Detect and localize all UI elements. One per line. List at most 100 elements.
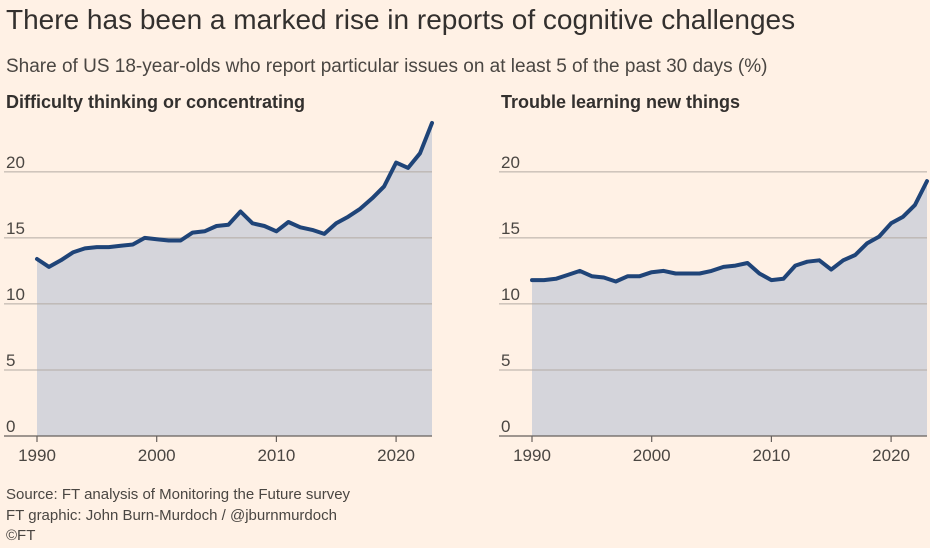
data-point-thinking-2005 <box>215 224 219 228</box>
y-tick-label-thinking-5: 5 <box>6 351 15 370</box>
chart-panel-learning: 0 5 10 15 20 1990 2000 2010 2020 <box>499 153 929 465</box>
data-point-thinking-2022 <box>418 151 422 155</box>
y-tick-label-learning-10: 10 <box>501 285 520 304</box>
data-point-learning-2010 <box>769 278 773 282</box>
data-point-learning-2022 <box>913 203 917 207</box>
data-point-learning-2007 <box>734 264 738 268</box>
data-point-thinking-2008 <box>251 221 255 225</box>
area-fill-learning <box>532 181 927 436</box>
y-tick-label-thinking-10: 10 <box>6 285 25 304</box>
data-point-learning-2023 <box>925 179 929 183</box>
data-point-thinking-2006 <box>227 223 231 227</box>
data-point-thinking-2000 <box>155 237 159 241</box>
data-point-learning-2011 <box>781 277 785 281</box>
data-point-learning-2009 <box>757 272 761 276</box>
data-point-thinking-2009 <box>262 224 266 228</box>
series-line-learning <box>530 179 929 284</box>
data-point-learning-2018 <box>865 241 869 245</box>
x-tick-label-learning-2010: 2010 <box>752 446 790 465</box>
data-point-thinking-2020 <box>394 161 398 165</box>
data-point-learning-1999 <box>638 274 642 278</box>
data-point-thinking-2012 <box>298 225 302 229</box>
data-point-thinking-1995 <box>95 245 99 249</box>
y-tick-label-learning-5: 5 <box>501 351 510 370</box>
data-point-thinking-2019 <box>382 184 386 188</box>
data-point-thinking-2018 <box>370 196 374 200</box>
data-point-learning-1994 <box>578 269 582 273</box>
data-point-thinking-2015 <box>334 221 338 225</box>
x-tick-label-learning-2020: 2020 <box>872 446 910 465</box>
data-point-learning-1997 <box>614 280 618 284</box>
x-tick-label-learning-2000: 2000 <box>633 446 671 465</box>
chart-subtitle: Share of US 18-year-olds who report part… <box>6 56 768 77</box>
data-point-learning-2019 <box>877 235 881 239</box>
data-point-learning-1996 <box>602 276 606 280</box>
data-point-thinking-1990 <box>35 257 39 261</box>
data-point-learning-2017 <box>853 253 857 257</box>
chart-title: There has been a marked rise in reports … <box>6 4 796 35</box>
source-note: Source: FT analysis of Monitoring the Fu… <box>6 486 351 503</box>
data-point-thinking-2004 <box>203 229 207 233</box>
data-point-learning-1993 <box>566 273 570 277</box>
y-tick-label-thinking-0: 0 <box>6 417 15 436</box>
data-point-thinking-2001 <box>167 239 171 243</box>
data-point-learning-2001 <box>662 269 666 273</box>
data-point-learning-2014 <box>817 258 821 262</box>
data-point-thinking-1993 <box>71 250 75 254</box>
data-point-thinking-1997 <box>119 244 123 248</box>
data-point-learning-2008 <box>746 261 750 265</box>
data-point-thinking-1998 <box>131 243 135 247</box>
x-tick-label-thinking-1990: 1990 <box>18 446 56 465</box>
chart-panel-thinking: 0 5 10 15 20 1990 2000 2010 2020 <box>4 121 434 465</box>
data-point-thinking-1996 <box>107 245 111 249</box>
data-point-learning-2004 <box>698 272 702 276</box>
data-point-thinking-2016 <box>346 215 350 219</box>
data-point-learning-2021 <box>901 215 905 219</box>
data-point-thinking-2002 <box>179 239 183 243</box>
y-tick-label-learning-15: 15 <box>501 219 520 238</box>
credit-note: FT graphic: John Burn-Murdoch / @jburnmu… <box>6 507 337 524</box>
data-point-learning-1998 <box>626 274 630 278</box>
data-point-thinking-1994 <box>83 246 87 250</box>
y-tick-label-thinking-15: 15 <box>6 219 25 238</box>
data-point-learning-2003 <box>686 272 690 276</box>
data-point-thinking-2003 <box>191 231 195 235</box>
x-tick-label-thinking-2000: 2000 <box>138 446 176 465</box>
x-tick-label-learning-1990: 1990 <box>513 446 551 465</box>
x-tick-label-thinking-2010: 2010 <box>257 446 295 465</box>
data-point-thinking-2013 <box>310 228 314 232</box>
data-point-thinking-2011 <box>286 220 290 224</box>
x-tick-label-thinking-2020: 2020 <box>377 446 415 465</box>
data-point-thinking-2017 <box>358 207 362 211</box>
y-tick-label-thinking-20: 20 <box>6 153 25 172</box>
data-point-learning-2020 <box>889 221 893 225</box>
data-point-learning-1991 <box>542 278 546 282</box>
data-point-learning-2012 <box>793 264 797 268</box>
data-point-learning-1995 <box>590 274 594 278</box>
data-point-learning-1992 <box>554 277 558 281</box>
data-point-thinking-2021 <box>406 166 410 170</box>
series-line-thinking <box>35 121 434 269</box>
data-point-learning-1990 <box>530 278 534 282</box>
data-point-thinking-2014 <box>322 232 326 236</box>
data-point-learning-2000 <box>650 270 654 274</box>
data-point-thinking-1992 <box>59 258 63 262</box>
data-point-learning-2002 <box>674 272 678 276</box>
data-point-learning-2006 <box>722 265 726 269</box>
data-point-thinking-2010 <box>274 229 278 233</box>
copyright-note: ©FT <box>6 527 36 544</box>
y-tick-label-learning-0: 0 <box>501 417 510 436</box>
data-point-thinking-2007 <box>239 210 243 214</box>
data-point-learning-2005 <box>710 269 714 273</box>
y-tick-label-learning-20: 20 <box>501 153 520 172</box>
panel-title-learning: Trouble learning new things <box>501 92 741 112</box>
area-fill-thinking <box>37 123 432 436</box>
data-point-thinking-1991 <box>47 265 51 269</box>
data-point-thinking-1999 <box>143 236 147 240</box>
data-point-learning-2015 <box>829 268 833 272</box>
panel-title-thinking: Difficulty thinking or concentrating <box>6 92 306 112</box>
data-point-learning-2013 <box>805 260 809 264</box>
data-point-learning-2016 <box>841 258 845 262</box>
data-point-thinking-2023 <box>430 121 434 125</box>
